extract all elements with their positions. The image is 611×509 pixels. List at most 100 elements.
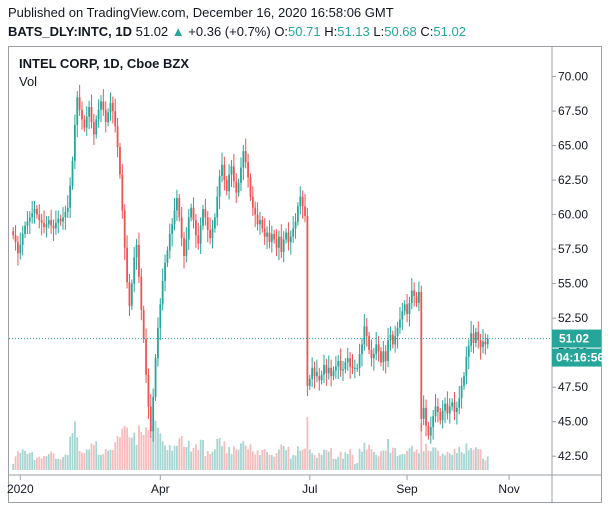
candle-body	[299, 196, 302, 207]
x-tick-label: Jul	[302, 482, 317, 496]
volume-bar	[399, 455, 401, 470]
candle-body	[311, 367, 314, 379]
candle-body	[216, 196, 219, 218]
candle-body	[228, 174, 231, 192]
candle-body	[301, 196, 304, 207]
candle-body	[12, 231, 15, 236]
volume-bar	[168, 445, 171, 470]
volume-bar	[206, 451, 209, 470]
volume-bar	[209, 454, 212, 470]
candle-body	[418, 291, 420, 303]
candle-body	[31, 213, 34, 218]
candle-body	[202, 209, 204, 226]
candle-body	[460, 385, 463, 399]
candle-body	[21, 233, 24, 245]
change-arrow-icon: ▲	[171, 24, 185, 39]
candle-body	[152, 396, 155, 432]
volume-bar	[420, 423, 423, 470]
candle-body	[149, 406, 152, 432]
x-tick-label: Sep	[396, 482, 418, 496]
candle-body	[114, 111, 117, 127]
candle-body	[415, 296, 418, 303]
candle-body	[479, 340, 482, 348]
candle-body	[441, 410, 444, 421]
candle-body	[57, 218, 60, 223]
candle-body	[444, 403, 446, 411]
volume-bar	[147, 430, 150, 470]
volume-bar	[297, 446, 299, 470]
candle-body	[410, 290, 413, 303]
candle-body	[391, 334, 394, 345]
y-tick-label: 70.00	[558, 70, 588, 84]
chart-frame[interactable]	[8, 46, 602, 503]
volume-bar	[446, 451, 449, 470]
candle-body	[368, 336, 370, 350]
candle-body	[223, 164, 226, 181]
volume-bar	[235, 449, 238, 470]
volume-bar	[232, 446, 235, 470]
candle-body	[422, 407, 425, 419]
candle-body	[225, 180, 228, 192]
volume-bar	[178, 438, 181, 470]
candle-body	[477, 331, 480, 341]
countdown-badge	[552, 348, 601, 367]
volume-bar	[228, 447, 231, 470]
candle-body	[463, 376, 465, 386]
volume-bar	[130, 437, 133, 470]
candle-body	[351, 366, 354, 368]
candle-body	[380, 351, 382, 363]
volume-bar	[119, 437, 121, 470]
volume-label: Vol	[19, 74, 38, 89]
volume-bar	[325, 450, 328, 470]
volume-bar	[344, 452, 347, 470]
symbol-line: BATS_DLY:INTC, 1D 51.02 ▲ +0.36 (+0.7%) …	[8, 24, 466, 39]
chart-title: INTEL CORP, 1D, Cboe BZX	[19, 56, 189, 71]
candle-body	[332, 370, 335, 377]
volume-bar	[78, 451, 81, 470]
candle-body	[251, 196, 254, 208]
volume-bar	[285, 450, 287, 470]
candle-body	[97, 109, 100, 120]
volume-bar	[50, 451, 53, 470]
volume-bar	[368, 444, 370, 470]
candle-body	[389, 334, 392, 341]
volume-bar	[111, 450, 114, 470]
volume-bar	[88, 449, 91, 470]
volume-bar	[180, 436, 183, 470]
volume-bar	[85, 449, 88, 470]
volume-bar	[365, 449, 368, 470]
candle-body	[145, 338, 147, 375]
candle-body	[52, 225, 55, 229]
candle-body	[190, 207, 193, 218]
volume-bar	[346, 454, 349, 470]
volume-bar	[389, 452, 392, 470]
candle-body	[168, 233, 171, 251]
candle-body	[178, 198, 181, 218]
candle-body	[59, 218, 62, 222]
candle-body	[33, 209, 36, 214]
candle-body	[14, 235, 17, 243]
candle-body	[206, 217, 209, 230]
y-tick-label: 52.50	[558, 311, 588, 325]
candle-body	[159, 304, 162, 328]
candle-body	[346, 358, 349, 363]
candle-body	[358, 354, 361, 368]
candle-body	[330, 367, 333, 377]
candle-body	[406, 304, 408, 315]
volume-bar	[12, 464, 15, 470]
volume-bar	[372, 452, 375, 470]
candle-body	[318, 376, 321, 381]
volume-bar	[173, 445, 176, 470]
candle-body	[472, 333, 475, 343]
candle-body	[147, 374, 150, 407]
candle-body	[242, 151, 245, 168]
close-label: C:	[420, 24, 434, 39]
candle-body	[372, 354, 375, 359]
volume-bar	[221, 446, 223, 470]
candle-body	[325, 365, 328, 374]
candle-body	[401, 311, 404, 320]
volume-bar	[254, 454, 257, 470]
candle-body	[275, 239, 278, 248]
candle-body	[240, 167, 242, 183]
